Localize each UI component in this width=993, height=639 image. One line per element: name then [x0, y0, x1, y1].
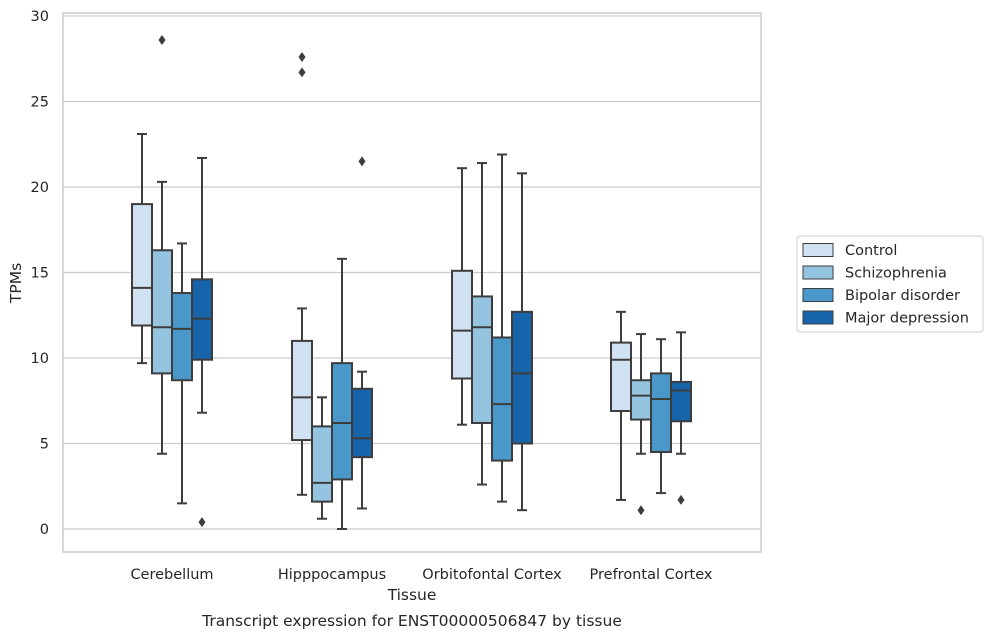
iqr-box [331, 362, 353, 481]
outlier-point [358, 156, 366, 167]
box-bipolar-disorder [331, 257, 353, 530]
iqr-box [630, 379, 652, 421]
legend-label: Schizophrenia [845, 266, 947, 282]
legend-swatch [802, 243, 834, 257]
outlier-point [677, 494, 685, 505]
legend-frame [796, 235, 984, 333]
legend: Control Schizophrenia Bipolar disorder Majo… [796, 235, 984, 333]
box-schizophrenia [311, 396, 333, 520]
box-control [131, 132, 153, 365]
legend-swatch [802, 288, 834, 302]
iqr-box [451, 269, 473, 380]
box-control [451, 167, 473, 426]
box-schizophrenia [471, 162, 493, 486]
box-bipolar-disorder [491, 153, 513, 503]
y-tick-label: 15 [31, 266, 49, 282]
iqr-box [670, 380, 692, 423]
x-tick-label: Hipppocampus [278, 567, 386, 583]
outlier-point [198, 517, 206, 528]
box-major-depression [191, 156, 213, 528]
y-tick-label: 10 [31, 351, 49, 367]
x-tick-labels: Cerebellum Hipppocampus Orbitofontal Corte… [130, 567, 712, 583]
iqr-box [131, 203, 153, 327]
outlier-point [637, 505, 645, 516]
iqr-box [491, 336, 513, 462]
iqr-box [311, 425, 333, 503]
plot-frame [62, 12, 762, 553]
x-tick-label: Cerebellum [130, 567, 213, 583]
box-major-depression [511, 172, 533, 512]
box-control [610, 310, 632, 501]
legend-label: Bipolar disorder [845, 288, 960, 304]
box-major-depression [670, 331, 692, 505]
legend-label: Major depression [845, 311, 969, 327]
box-control [291, 52, 313, 496]
y-tick-label: 30 [31, 9, 49, 25]
y-tick-label: 25 [31, 95, 49, 111]
y-tick-label: 0 [40, 522, 49, 538]
legend-items: Control Schizophrenia Bipolar disorder Majo… [802, 243, 969, 327]
legend-swatch [802, 265, 834, 280]
outlier-point [298, 67, 306, 78]
iqr-box [610, 341, 632, 413]
x-axis-label: Tissue [387, 586, 437, 604]
x-tick-label: Orbitofontal Cortex [422, 567, 562, 583]
iqr-box [650, 372, 672, 454]
y-tick-label: 20 [31, 180, 49, 196]
box-bipolar-disorder [650, 338, 672, 495]
legend-swatch [802, 310, 834, 325]
iqr-box [291, 339, 313, 442]
y-tick-labels: 0 5 10 15 20 25 30 [31, 9, 49, 538]
iqr-box [471, 295, 493, 424]
outlier-point [298, 52, 306, 63]
iqr-box [171, 292, 193, 382]
iqr-box [511, 310, 533, 445]
y-tick-label: 5 [40, 437, 49, 453]
iqr-box [151, 249, 173, 375]
box-major-depression [351, 156, 373, 510]
x-tick-label: Prefrontal Cortex [590, 567, 713, 583]
box-schizophrenia [151, 34, 173, 455]
box-groups [131, 34, 692, 530]
box-schizophrenia [630, 333, 652, 516]
y-axis-label: TPMs [7, 263, 25, 304]
outlier-point [158, 34, 166, 45]
chart-caption: Transcript expression for ENST0000050684… [201, 612, 622, 630]
iqr-box [351, 387, 373, 459]
box-bipolar-disorder [171, 242, 193, 505]
legend-label: Control [845, 243, 897, 259]
